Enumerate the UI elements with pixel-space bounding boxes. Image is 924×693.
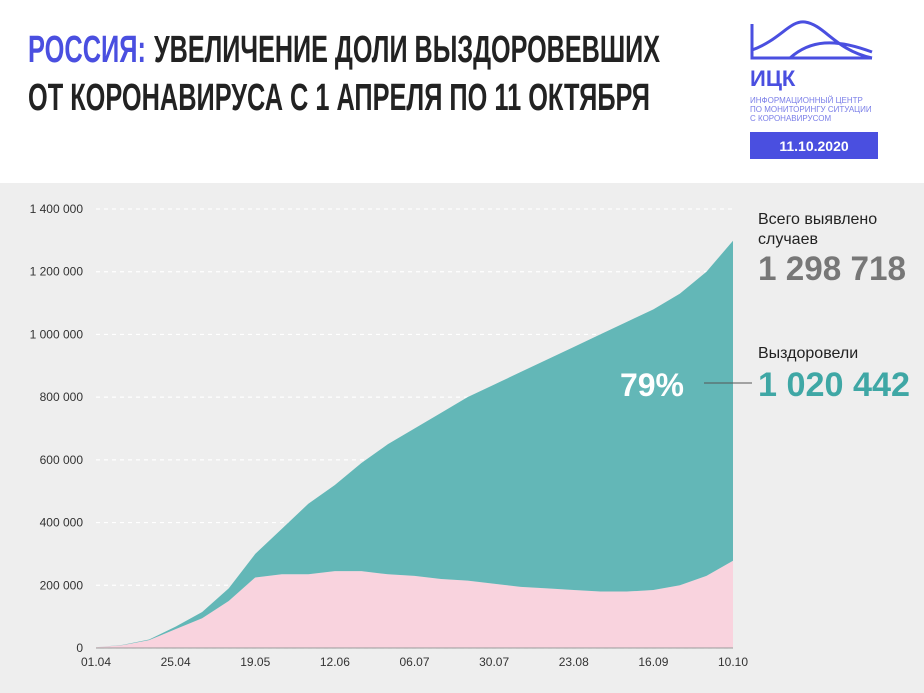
- x-tick-label: 16.09: [638, 655, 668, 669]
- title-line: ОТ КОРОНАВИРУСА С 1 АПРЕЛЯ ПО 11 ОКТЯБРЯ: [28, 77, 650, 119]
- title-line: УВЕЛИЧЕНИЕ ДОЛИ ВЫЗДОРОВЕВШИХ: [154, 29, 660, 71]
- x-tick-label: 30.07: [479, 655, 509, 669]
- total-label: Всего выявлено: [758, 211, 877, 228]
- logo-lines: [750, 20, 873, 60]
- y-tick-label: 1 200 000: [30, 265, 84, 279]
- x-tick-label: 25.04: [161, 655, 191, 669]
- y-tick-label: 200 000: [40, 578, 84, 592]
- date: 11.10.2020: [779, 138, 849, 154]
- share: 79%: [620, 367, 684, 403]
- org-line: ПО МОНИТОРИНГУ СИТУАЦИИ: [750, 105, 872, 114]
- x-tick-label: 10.10: [718, 655, 748, 669]
- org-line: С КОРОНАВИРУСОМ: [750, 114, 831, 123]
- area: [96, 240, 733, 648]
- x-tick-label: 06.07: [399, 655, 429, 669]
- area: [96, 560, 733, 648]
- x-tick-label: 23.08: [559, 655, 589, 669]
- x-tick-label: 01.04: [81, 655, 111, 669]
- y-tick-label: 1 000 000: [30, 327, 84, 341]
- x-tick-label: 12.06: [320, 655, 350, 669]
- total-label: случаев: [758, 231, 818, 248]
- logo-mark: [750, 20, 873, 60]
- title-highlight: РОССИЯ:: [28, 29, 146, 71]
- x-tick-label: 19.05: [240, 655, 270, 669]
- logo-text: ИЦК: [750, 66, 796, 91]
- y-tick-label: 600 000: [40, 453, 84, 467]
- y-tick-label: 800 000: [40, 390, 84, 404]
- y-tick-label: 0: [76, 641, 83, 655]
- org-line: ИНФОРМАЦИОННЫЙ ЦЕНТР: [750, 96, 863, 105]
- recovered-label: Выздоровели: [758, 345, 858, 362]
- recovered-value: 1 020 442: [758, 366, 910, 404]
- date-badge: [750, 132, 878, 159]
- total-value: 1 298 718: [758, 250, 906, 288]
- y-tick-label: 1 400 000: [30, 202, 84, 216]
- y-tick-label: 400 000: [40, 516, 84, 530]
